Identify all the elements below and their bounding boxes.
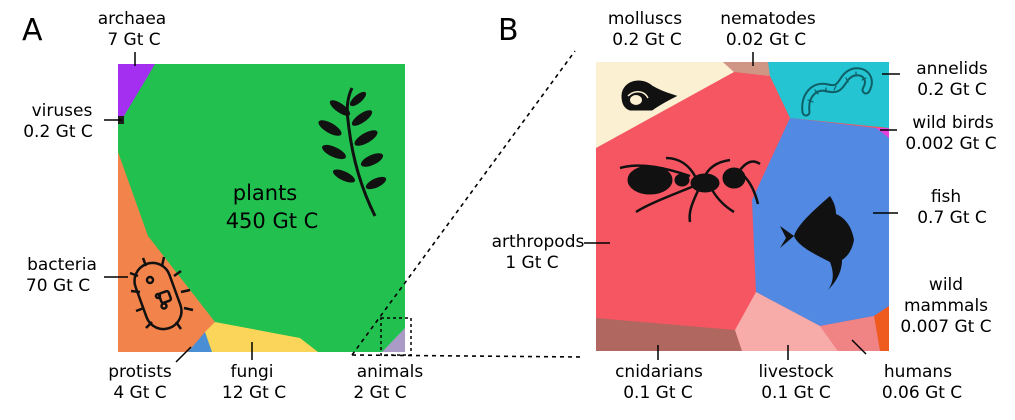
livestock-cell — [735, 292, 838, 351]
wild-mammals-name-line2: mammals — [904, 296, 988, 316]
arthropods-value: 1 Gt C — [505, 253, 558, 273]
leaf-branch-icon — [318, 87, 387, 217]
fungi-value: 12 Gt C — [222, 383, 286, 403]
panel-a-voronoi — [118, 64, 405, 352]
plants-name: plants — [233, 181, 298, 205]
bacterium-icon — [129, 256, 194, 331]
panel-a-letter: A — [22, 13, 43, 48]
angelfish-icon — [780, 196, 854, 290]
wild-mammals-value: 0.007 Gt C — [900, 317, 991, 337]
viruses-value: 0.2 Gt C — [23, 122, 93, 142]
annelids-name: annelids — [916, 59, 988, 79]
cnidarians-cell — [596, 318, 742, 351]
worm-icon — [801, 67, 873, 117]
archaea-value: 7 Gt C — [107, 30, 160, 50]
protists-name: protists — [108, 362, 172, 382]
plants-value: 450 Gt C — [226, 209, 319, 233]
wild-mammals-cell — [874, 306, 889, 351]
humans-value: 0.06 Gt C — [882, 383, 962, 403]
zoom-line-top — [351, 50, 576, 356]
protists-value: 4 Gt C — [113, 383, 166, 403]
bacteria-value: 70 Gt C — [26, 276, 90, 296]
nematodes-value: 0.02 Gt C — [726, 30, 806, 50]
archaea-name: archaea — [98, 9, 166, 29]
wild-mammals-name: wild — [929, 275, 963, 295]
archaea-cell — [118, 64, 155, 116]
annelids-value: 0.2 Gt C — [917, 80, 987, 100]
viruses-name: viruses — [32, 101, 93, 121]
fungi-cell — [205, 322, 318, 352]
animals-value: 2 Gt C — [353, 383, 406, 403]
fish-value: 0.7 Gt C — [917, 208, 987, 228]
protists-leader — [175, 346, 192, 363]
panel-b-letter: B — [498, 13, 519, 48]
molluscs-name: molluscs — [608, 9, 682, 29]
wild-birds-value: 0.002 Gt C — [905, 134, 996, 154]
bacteria-name: bacteria — [27, 255, 97, 275]
humans-cell — [820, 316, 880, 351]
humans-leader — [851, 339, 867, 355]
protists-cell — [188, 332, 212, 352]
fungi-name: fungi — [230, 362, 273, 382]
zoom-box — [380, 317, 412, 356]
ant-icon — [619, 156, 761, 223]
fish-name: fish — [931, 187, 961, 207]
molluscs-value: 0.2 Gt C — [612, 30, 682, 50]
wild-birds-name: wild birds — [912, 113, 994, 133]
animals-name: animals — [357, 362, 424, 382]
cnidarians-name: cnidarians — [615, 362, 703, 382]
nematodes-cell — [723, 62, 770, 76]
humans-name: humans — [884, 362, 952, 382]
livestock-value: 0.1 Gt C — [761, 383, 831, 403]
annelids-cell — [768, 62, 889, 128]
cnidarians-value: 0.1 Gt C — [623, 383, 693, 403]
snail-shell-icon — [621, 80, 678, 111]
arthropods-name: arthropods — [492, 232, 585, 252]
animals-cell — [382, 328, 405, 352]
zoom-line-bottom — [351, 354, 584, 358]
nematodes-name: nematodes — [720, 9, 816, 29]
livestock-name: livestock — [758, 362, 833, 382]
